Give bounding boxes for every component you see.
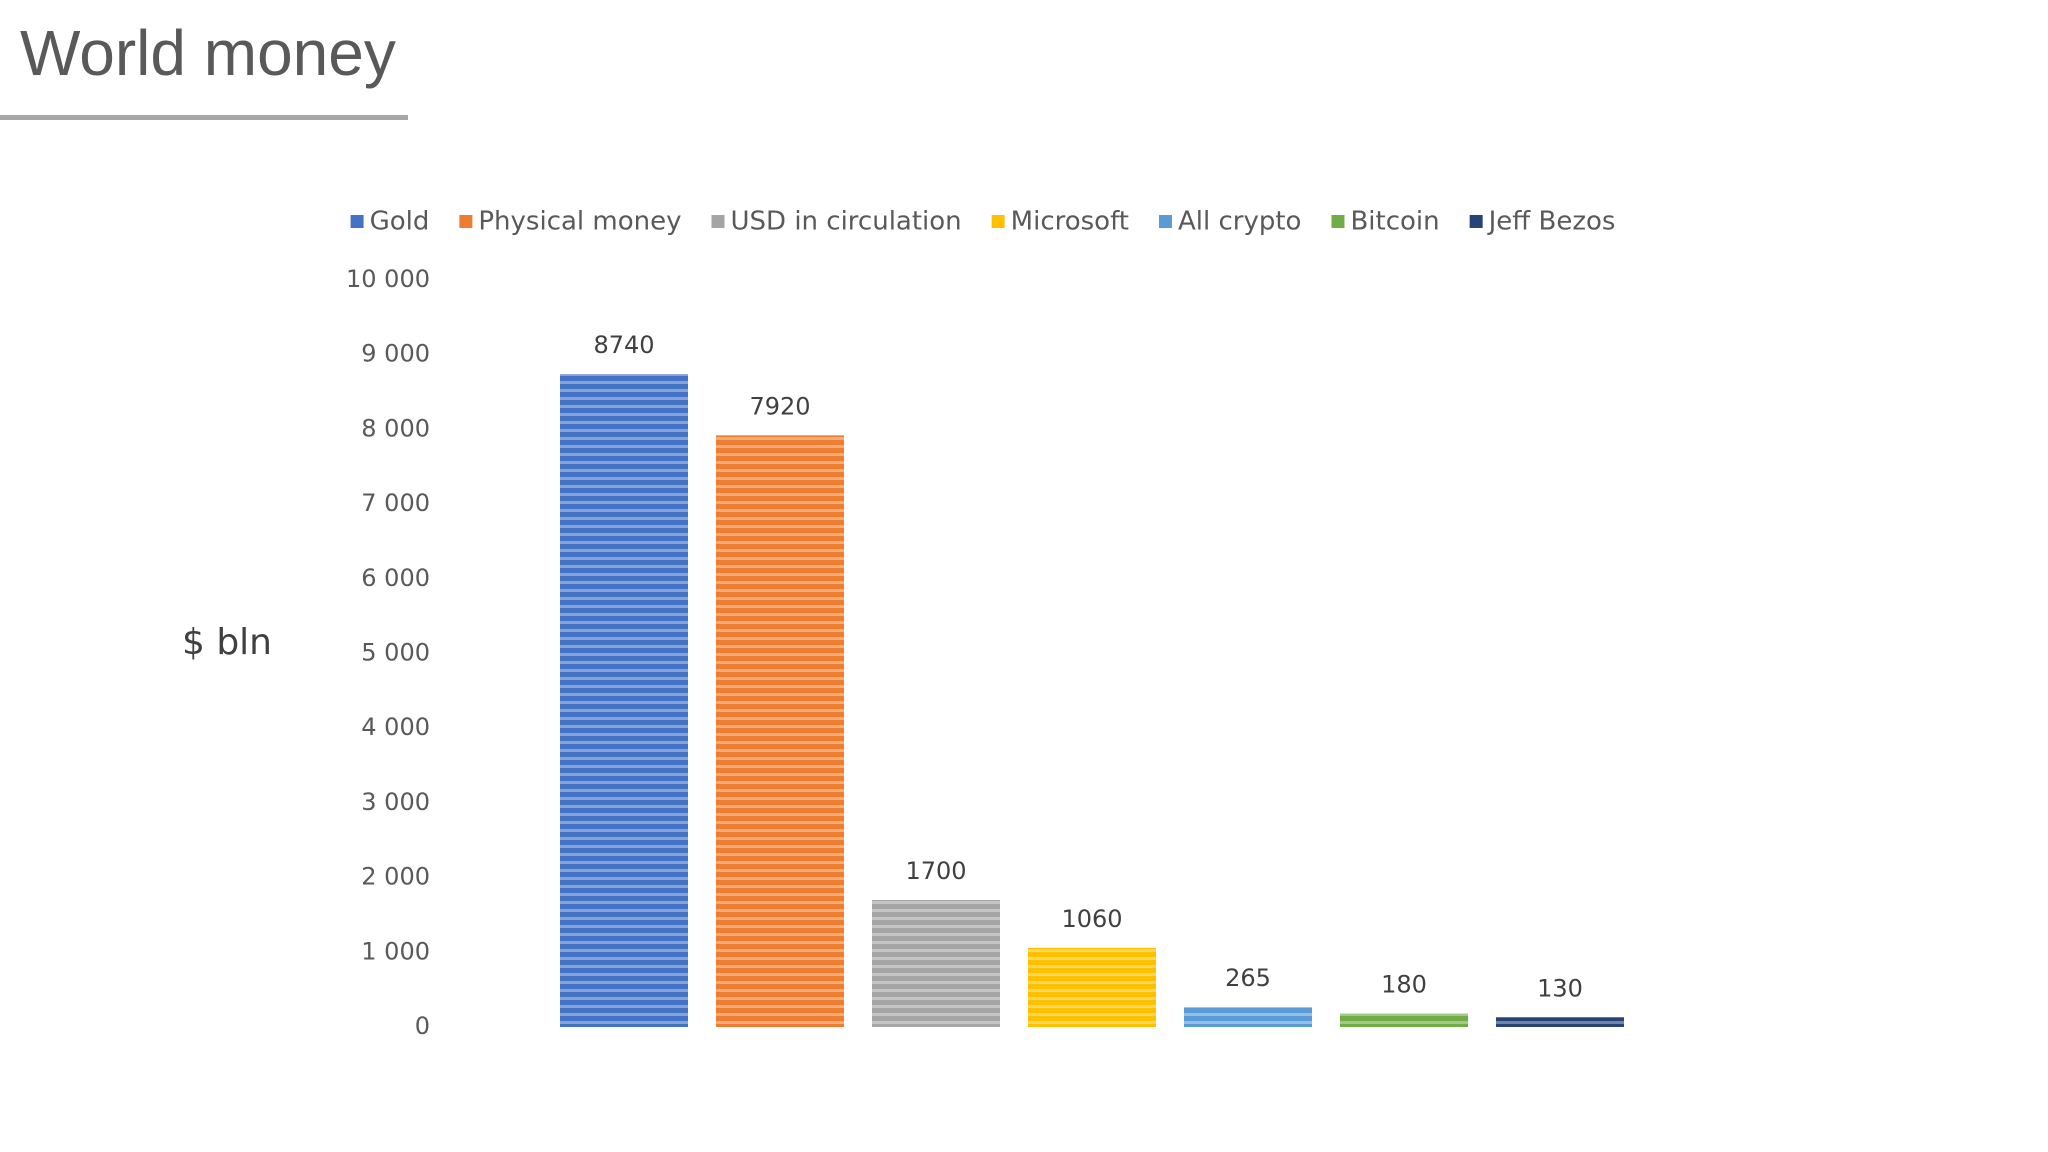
- y-tick-label: 6 000: [361, 564, 430, 592]
- data-label: 130: [1537, 974, 1583, 1002]
- legend-label: Jeff Bezos: [1487, 207, 1616, 237]
- bar-stripes: [1184, 1007, 1312, 1027]
- data-label: 1700: [905, 857, 966, 885]
- bar-stripes: [560, 374, 688, 1027]
- y-tick-label: 0: [415, 1012, 430, 1040]
- legend-label: USD in circulation: [731, 207, 962, 237]
- chart-title: World money: [20, 17, 396, 89]
- data-label: 1060: [1061, 905, 1122, 933]
- y-tick-label: 1 000: [361, 937, 430, 965]
- y-tick-label: 3 000: [361, 788, 430, 816]
- legend-label: Microsoft: [1011, 207, 1129, 237]
- legend-label: Bitcoin: [1350, 207, 1439, 237]
- bar-stripes: [1028, 947, 1156, 1027]
- legend-swatch: [459, 215, 473, 228]
- legend-swatch: [1158, 215, 1172, 228]
- legend-swatch: [1331, 215, 1345, 228]
- y-tick-label: 5 000: [361, 639, 430, 667]
- legend-label: All crypto: [1178, 207, 1301, 237]
- legend-swatch: [711, 215, 725, 228]
- y-tick-label: 7 000: [361, 489, 430, 517]
- y-tick-label: 2 000: [361, 863, 430, 891]
- y-tick-label: 4 000: [361, 713, 430, 741]
- data-label: 8740: [593, 331, 654, 359]
- y-tick-label: 10 000: [346, 265, 430, 293]
- bar-stripes: [1496, 1017, 1624, 1027]
- bar-stripes: [716, 435, 844, 1028]
- data-label: 265: [1225, 964, 1271, 992]
- legend-swatch: [1469, 215, 1483, 228]
- data-label: 7920: [749, 392, 810, 420]
- data-label: 180: [1381, 971, 1427, 999]
- legend-swatch: [350, 215, 364, 228]
- y-tick-label: 8 000: [361, 414, 430, 442]
- legend-label: Physical money: [478, 207, 681, 237]
- y-tick-label: 9 000: [361, 340, 430, 368]
- bar-stripes: [1340, 1013, 1468, 1027]
- legend-label: Gold: [370, 207, 430, 237]
- legend-swatch: [991, 215, 1005, 228]
- title-underline: [0, 115, 408, 120]
- bar-stripes: [872, 900, 1000, 1027]
- y-axis-label: $ bln: [182, 622, 272, 663]
